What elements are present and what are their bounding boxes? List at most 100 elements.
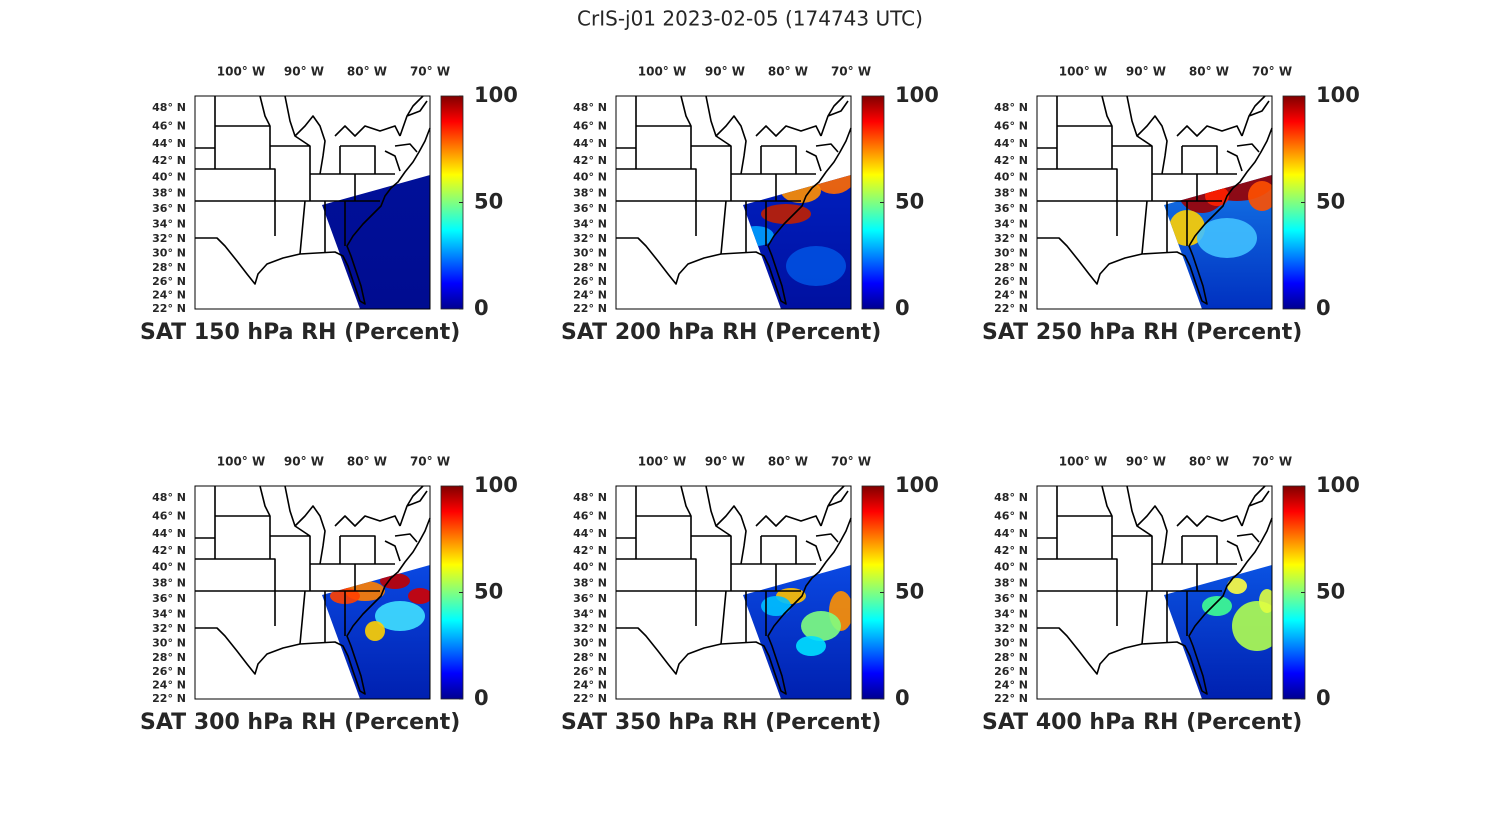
panel-title: SAT 350 hPa RH (Percent)	[561, 710, 881, 735]
colorbar-tick-label: 100	[895, 473, 939, 497]
lat-tick-label: 48° N	[573, 491, 607, 504]
map-frame	[615, 485, 852, 700]
lon-tick-label: 80° W	[768, 65, 808, 79]
lat-tick-label: 46° N	[994, 119, 1028, 132]
lon-tick-label: 90° W	[705, 65, 745, 79]
lat-tick-label: 38° N	[573, 577, 607, 590]
swath-patch	[375, 601, 425, 631]
lon-tick-label: 90° W	[705, 455, 745, 469]
lon-tick-label: 80° W	[347, 455, 387, 469]
colorbar-tick-label: 100	[474, 473, 518, 497]
map-panel: 100° W 90° W 80° W 70° W 48° N 46° N 44° N 42° …	[982, 65, 1360, 346]
lat-tick-label: 48° N	[152, 491, 186, 504]
colorbar-tick-label: 100	[474, 83, 518, 107]
lat-tick-label: 22° N	[152, 692, 186, 705]
lat-tick-label: 32° N	[573, 232, 607, 245]
lat-tick-label: 34° N	[152, 607, 186, 620]
colorbar-tick-label: 50	[474, 190, 503, 214]
colorbar-tick-label: 100	[1316, 473, 1360, 497]
panel-title: SAT 200 hPa RH (Percent)	[561, 320, 881, 345]
retrieval-swath	[322, 175, 430, 309]
colorbar-tick-label: 0	[895, 686, 910, 710]
lat-tick-label: 32° N	[573, 622, 607, 635]
lat-tick-label: 34° N	[152, 217, 186, 230]
swath-fill	[1164, 175, 1272, 309]
lat-tick-label: 30° N	[573, 247, 607, 260]
map-frame	[1036, 485, 1273, 700]
lat-tick-label: 36° N	[573, 592, 607, 605]
lat-tick-label: 38° N	[994, 187, 1028, 200]
lat-tick-label: 22° N	[994, 692, 1028, 705]
lat-tick-label: 28° N	[152, 261, 186, 274]
lon-tick-label: 100° W	[217, 65, 265, 79]
lat-tick-label: 36° N	[152, 202, 186, 215]
lat-tick-label: 44° N	[152, 137, 186, 150]
lon-tick-label: 90° W	[284, 65, 324, 79]
lat-tick-label: 36° N	[994, 592, 1028, 605]
lat-tick-label: 36° N	[994, 202, 1028, 215]
swath-patch	[1248, 181, 1272, 211]
lat-tick-label: 36° N	[152, 592, 186, 605]
lat-tick-label: 34° N	[573, 607, 607, 620]
lat-tick-label: 42° N	[573, 154, 607, 167]
lat-tick-label: 48° N	[573, 101, 607, 114]
lat-tick-label: 34° N	[994, 217, 1028, 230]
lat-tick-label: 30° N	[994, 247, 1028, 260]
lat-tick-label: 36° N	[573, 202, 607, 215]
swath-patch	[786, 246, 846, 286]
lat-tick-label: 44° N	[994, 527, 1028, 540]
panel-title: SAT 250 hPa RH (Percent)	[982, 320, 1302, 345]
swath-patch	[761, 596, 791, 616]
map-panel: 100° W 90° W 80° W 70° W 48° N 46° N 44° N 42° …	[561, 455, 939, 736]
colorbar-tick-label: 0	[474, 296, 489, 320]
lat-tick-label: 46° N	[573, 119, 607, 132]
lat-tick-label: 34° N	[994, 607, 1028, 620]
colorbar-tick-label: 0	[895, 296, 910, 320]
lon-tick-label: 70° W	[410, 65, 450, 79]
swath-patch	[1197, 218, 1257, 258]
lon-tick-label: 80° W	[1189, 65, 1229, 79]
swath-patch	[380, 573, 410, 589]
map-panel: 100° W 90° W 80° W 70° W 48° N 46° N 44° N 42° …	[140, 65, 518, 346]
colorbar-tick-label: 100	[895, 83, 939, 107]
lon-tick-label: 100° W	[217, 455, 265, 469]
lat-tick-label: 38° N	[994, 577, 1028, 590]
map-frame	[194, 485, 431, 700]
map-panel: 100° W 90° W 80° W 70° W 48° N 46° N 44° N 42° …	[982, 455, 1360, 736]
lon-tick-label: 90° W	[1126, 455, 1166, 469]
swath-patch	[796, 636, 826, 656]
lat-tick-label: 28° N	[573, 261, 607, 274]
lon-tick-label: 70° W	[831, 455, 871, 469]
lon-tick-label: 70° W	[1252, 65, 1292, 79]
swath-patch	[743, 226, 774, 246]
lon-tick-label: 80° W	[1189, 455, 1229, 469]
swath-fill	[743, 565, 851, 699]
colorbar-tick-label: 50	[1316, 580, 1345, 604]
swath-patch	[1232, 601, 1272, 651]
lon-tick-label: 80° W	[768, 455, 808, 469]
lat-tick-label: 30° N	[994, 637, 1028, 650]
lat-tick-label: 32° N	[994, 622, 1028, 635]
lat-tick-label: 44° N	[573, 527, 607, 540]
panel-title: SAT 300 hPa RH (Percent)	[140, 710, 460, 735]
lat-tick-label: 28° N	[573, 651, 607, 664]
lat-tick-label: 40° N	[573, 561, 607, 574]
lat-tick-label: 22° N	[573, 692, 607, 705]
lat-tick-label: 26° N	[994, 665, 1028, 678]
swath-fill	[322, 565, 430, 699]
lat-tick-label: 38° N	[573, 187, 607, 200]
map-panel: 100° W 90° W 80° W 70° W 48° N 46° N 44° N 42° …	[140, 455, 518, 736]
lat-tick-label: 42° N	[152, 544, 186, 557]
swath-patch	[1227, 578, 1247, 594]
lat-tick-label: 30° N	[152, 247, 186, 260]
retrieval-swath	[743, 175, 851, 309]
lat-tick-label: 30° N	[152, 637, 186, 650]
lat-tick-label: 26° N	[152, 275, 186, 288]
lat-tick-label: 28° N	[152, 651, 186, 664]
lon-tick-label: 90° W	[1126, 65, 1166, 79]
lat-tick-label: 48° N	[994, 491, 1028, 504]
lat-tick-label: 34° N	[573, 217, 607, 230]
lat-tick-label: 32° N	[994, 232, 1028, 245]
lat-tick-label: 38° N	[152, 577, 186, 590]
lat-tick-label: 30° N	[573, 637, 607, 650]
